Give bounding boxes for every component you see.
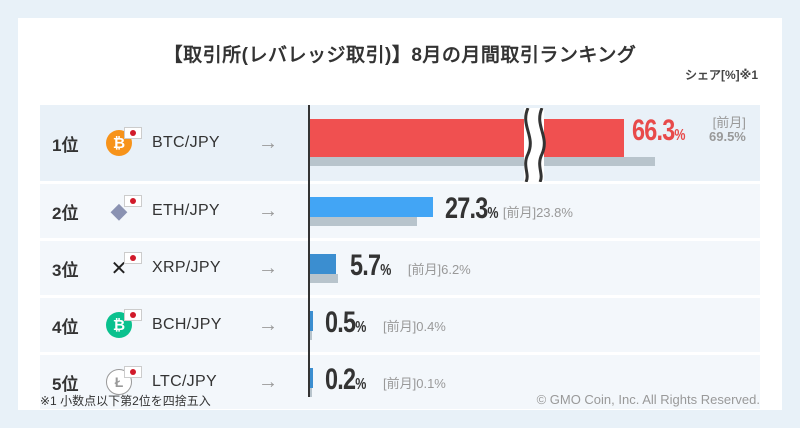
- previous-month-label: [前月]0.4%: [383, 318, 446, 334]
- japan-flag-icon: [124, 366, 142, 378]
- arrow-right-icon: →: [258, 370, 278, 393]
- bar-current: [310, 196, 433, 217]
- ranking-row-3: 3位 ✕ XRP/JPY →: [40, 241, 760, 295]
- arrow-right-icon: →: [258, 313, 278, 336]
- ranking-row-1: 1位 ₿ BTC/JPY →: [40, 105, 760, 181]
- japan-flag-icon: [124, 127, 142, 139]
- bar-current: [310, 253, 336, 274]
- previous-month-tag: [前月]: [712, 114, 746, 130]
- ranking-row-5: 5位 Ł LTC/JPY →: [40, 355, 760, 409]
- bar-previous: [310, 273, 338, 283]
- ethereum-icon: ◆: [110, 198, 128, 223]
- copyright: © GMO Coin, Inc. All Rights Reserved.: [536, 392, 760, 407]
- bar-previous: [310, 156, 655, 166]
- value-number: 5.7: [349, 248, 381, 282]
- value-label: 0.5%: [325, 305, 366, 339]
- japan-flag-icon: [124, 309, 142, 321]
- value-number: 27.3: [444, 191, 488, 225]
- ranking-row-4: 4位 ₿ BCH/JPY →: [40, 298, 760, 352]
- xrp-icon: ✕: [110, 257, 128, 280]
- bar-previous: [310, 216, 418, 226]
- value-number: 0.5: [325, 305, 356, 339]
- rank-label: 2位: [52, 203, 79, 223]
- chart-axis: [308, 105, 310, 397]
- bar-current: [310, 118, 624, 157]
- value-label: 66.3%: [632, 113, 686, 147]
- value-percent: %: [355, 318, 366, 336]
- bitcoin-cash-icon: ₿: [106, 312, 132, 338]
- value-label: 0.2%: [325, 362, 366, 396]
- japan-flag-icon: [124, 195, 142, 207]
- value-label: 27.3%: [444, 191, 499, 225]
- pair-label: BCH/JPY: [152, 316, 222, 333]
- unit-label: シェア[%]※1: [684, 68, 758, 82]
- value-percent: %: [487, 204, 498, 222]
- axis-break-mark: [524, 108, 546, 182]
- arrow-right-icon: →: [258, 131, 278, 154]
- previous-month-value: 69.5%: [709, 128, 746, 144]
- previous-month-label: [前月]0.1%: [383, 375, 446, 391]
- bar-previous: [310, 387, 312, 397]
- bar-previous: [310, 330, 312, 340]
- ranking-card: 【取引所(レバレッジ取引)】8月の月間取引ランキング シェア[%]※1 1位 ₿…: [18, 18, 782, 410]
- pair-label: BTC/JPY: [152, 134, 220, 151]
- rank-label: 4位: [52, 317, 79, 337]
- value-percent: %: [355, 375, 366, 393]
- pair-label: LTC/JPY: [152, 373, 217, 390]
- rank-label: 1位: [52, 135, 79, 155]
- footnote: ※1 小数点以下第2位を四捨五入: [40, 394, 211, 408]
- arrow-right-icon: →: [258, 199, 278, 222]
- value-number: 0.2: [325, 362, 356, 396]
- previous-month-label: [前月]6.2%: [407, 261, 471, 277]
- arrow-right-icon: →: [258, 256, 278, 279]
- previous-month-label: [前月] 69.5%: [709, 114, 746, 144]
- pair-label: XRP/JPY: [152, 259, 221, 276]
- previous-month-label: [前月]23.8%: [502, 204, 573, 220]
- value-number: 66.3: [632, 113, 675, 147]
- bar-current: [310, 310, 313, 331]
- rank-label: 5位: [52, 374, 79, 394]
- japan-flag-icon: [124, 252, 142, 264]
- value-label: 5.7%: [349, 248, 391, 282]
- value-percent: %: [674, 126, 685, 144]
- bar-current: [310, 367, 313, 388]
- pair-label: ETH/JPY: [152, 202, 220, 219]
- chart-title: 【取引所(レバレッジ取引)】8月の月間取引ランキング: [163, 45, 637, 66]
- rank-label: 3位: [52, 260, 79, 280]
- value-percent: %: [380, 261, 391, 279]
